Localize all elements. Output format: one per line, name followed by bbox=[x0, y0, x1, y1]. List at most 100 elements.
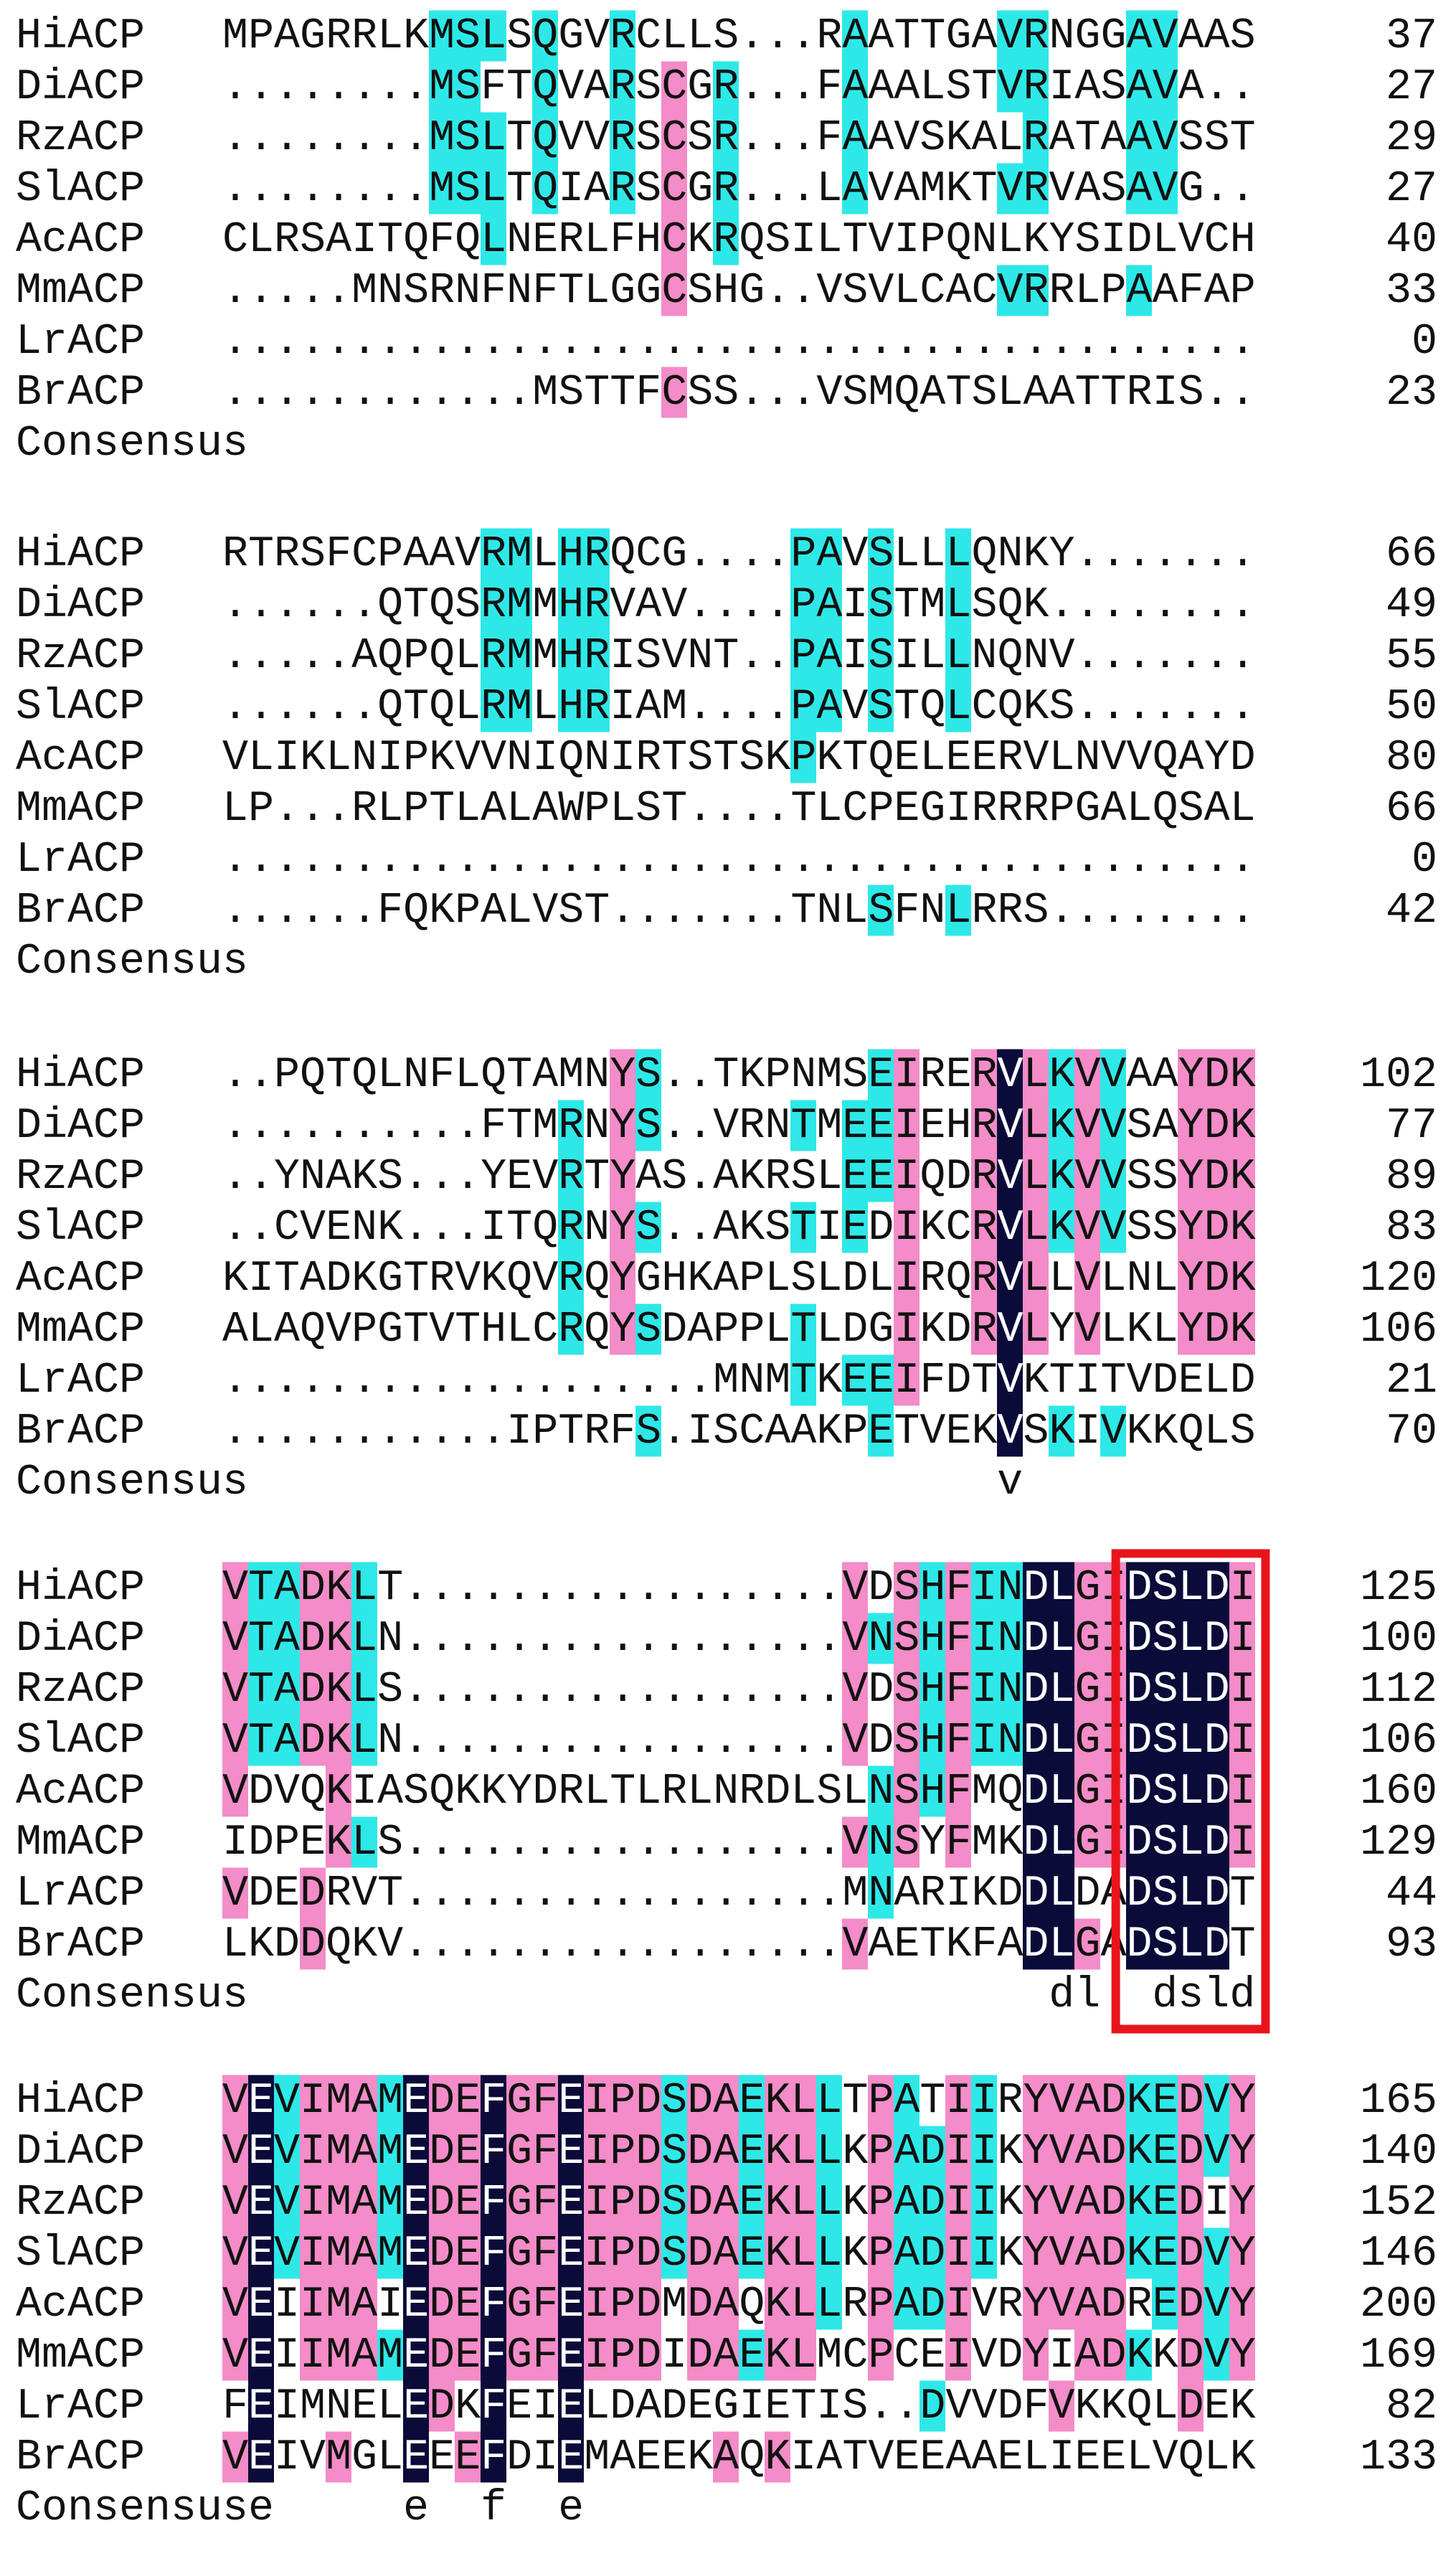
residue-shade bbox=[1100, 2177, 1126, 2228]
residue-shade bbox=[1126, 61, 1152, 113]
residue-shade bbox=[1178, 2126, 1204, 2177]
residue-shade bbox=[1229, 2177, 1255, 2228]
residue-shade bbox=[920, 1765, 945, 1817]
residue-shade bbox=[997, 61, 1023, 113]
residue-shade bbox=[661, 61, 687, 113]
residue-shade bbox=[300, 1562, 326, 1613]
sequence-name: SlACP bbox=[16, 165, 145, 214]
residue-shade bbox=[584, 528, 610, 580]
residue-shade bbox=[1126, 2329, 1152, 2381]
sequence: .....MNSRNFNFTLGGCSHG..VSVLCACVRRLPAAFAP bbox=[222, 267, 1256, 316]
sequence-name: BrACP bbox=[16, 887, 145, 935]
residue-shade bbox=[610, 163, 635, 214]
residue-shade bbox=[1049, 2075, 1074, 2126]
residue-shade bbox=[713, 214, 739, 265]
residue-shade bbox=[326, 2075, 351, 2126]
residue-shade bbox=[1204, 1867, 1229, 1919]
residue-shade bbox=[610, 2177, 635, 2228]
sequence-name: HiACP bbox=[16, 530, 145, 579]
residue-count: 93 bbox=[1386, 1920, 1437, 1969]
residue-shade bbox=[1023, 1715, 1049, 1766]
residue-shade bbox=[584, 2075, 610, 2126]
residue-shade bbox=[1023, 61, 1049, 113]
residue-shade bbox=[274, 1664, 300, 1715]
residue-shade bbox=[971, 2126, 997, 2177]
sequence-name: MmACP bbox=[16, 785, 145, 834]
residue-shade bbox=[868, 579, 894, 631]
sequence-name: HiACP bbox=[16, 1564, 145, 1613]
sequence-name: HiACP bbox=[16, 2077, 145, 2126]
sequence-name: BrACP bbox=[16, 1407, 145, 1456]
residue-shade bbox=[1152, 1613, 1178, 1664]
sequence: ..........FTMRNYS..VRNTMEEIEHRVLKVVSAYDK bbox=[222, 1102, 1256, 1151]
sequence-name: DiACP bbox=[16, 1102, 145, 1151]
residue-shade bbox=[635, 2329, 661, 2381]
residue-shade bbox=[1126, 163, 1152, 214]
residue-count: 49 bbox=[1386, 581, 1437, 630]
residue-shade bbox=[868, 681, 894, 732]
residue-shade bbox=[300, 1613, 326, 1664]
residue-count: 160 bbox=[1360, 1768, 1437, 1816]
residue-shade bbox=[300, 2075, 326, 2126]
residue-shade bbox=[1100, 2075, 1126, 2126]
residue-count: 140 bbox=[1360, 2128, 1437, 2177]
residue-shade bbox=[506, 2126, 532, 2177]
residue-shade bbox=[558, 1151, 584, 1202]
consensus-label: Consensus bbox=[16, 420, 248, 468]
residue-shade bbox=[894, 1100, 920, 1151]
residue-shade bbox=[532, 2278, 558, 2330]
residue-shade bbox=[661, 112, 687, 164]
residue-shade bbox=[558, 2380, 584, 2432]
residue-shade bbox=[971, 1664, 997, 1715]
residue-shade bbox=[687, 2126, 713, 2177]
residue-shade bbox=[1074, 1765, 1100, 1817]
residue-shade bbox=[300, 2126, 326, 2177]
residue-shade bbox=[351, 2075, 377, 2126]
sequence-name: LrACP bbox=[16, 2382, 145, 2431]
residue-shade bbox=[506, 2227, 532, 2279]
residue-shade bbox=[1126, 1664, 1152, 1715]
residue-shade bbox=[1152, 10, 1178, 62]
residue-shade bbox=[1074, 1100, 1100, 1151]
consensus-label: Consensuse bbox=[16, 2484, 274, 2533]
residue-shade bbox=[1023, 1918, 1049, 1970]
residue-shade bbox=[1178, 1562, 1204, 1613]
residue-count: 0 bbox=[1412, 836, 1437, 885]
residue-shade bbox=[610, 1202, 635, 1253]
residue-shade bbox=[610, 61, 635, 113]
residue-shade bbox=[868, 1354, 894, 1406]
residue-count: 125 bbox=[1360, 1564, 1437, 1613]
residue-shade bbox=[1023, 2075, 1049, 2126]
residue-shade bbox=[790, 579, 816, 631]
residue-shade bbox=[816, 2278, 842, 2330]
residue-shade bbox=[222, 2126, 248, 2177]
residue-count: 50 bbox=[1386, 683, 1437, 732]
residue-shade bbox=[1204, 2075, 1229, 2126]
residue-shade bbox=[1023, 2227, 1049, 2279]
sequence-name: LrACP bbox=[16, 1357, 145, 1405]
sequence-name: RzACP bbox=[16, 114, 145, 163]
residue-shade bbox=[1023, 1562, 1049, 1613]
residue-shade bbox=[532, 61, 558, 113]
residue-shade bbox=[997, 265, 1023, 316]
residue-shade bbox=[558, 2329, 584, 2381]
residue-shade bbox=[868, 1100, 894, 1151]
residue-shade bbox=[506, 528, 532, 580]
residue-shade bbox=[300, 1715, 326, 1766]
residue-count: 80 bbox=[1386, 734, 1437, 783]
sequence: ...........IPTRFS.ISCAAKPETVEKVSKIVKKQLS bbox=[222, 1407, 1256, 1456]
residue-shade bbox=[739, 2177, 765, 2228]
residue-shade bbox=[326, 2431, 351, 2483]
residue-shade bbox=[429, 2380, 455, 2432]
residue-shade bbox=[584, 2278, 610, 2330]
residue-shade bbox=[997, 1151, 1023, 1202]
residue-shade bbox=[997, 10, 1023, 62]
sequence-name: DiACP bbox=[16, 581, 145, 630]
residue-shade bbox=[455, 2075, 481, 2126]
residue-shade bbox=[894, 1715, 920, 1766]
residue-shade bbox=[1204, 2227, 1229, 2279]
residue-count: 120 bbox=[1360, 1255, 1437, 1303]
residue-shade bbox=[868, 2126, 894, 2177]
sequence-name: MmACP bbox=[16, 267, 145, 316]
residue-shade bbox=[558, 630, 584, 682]
